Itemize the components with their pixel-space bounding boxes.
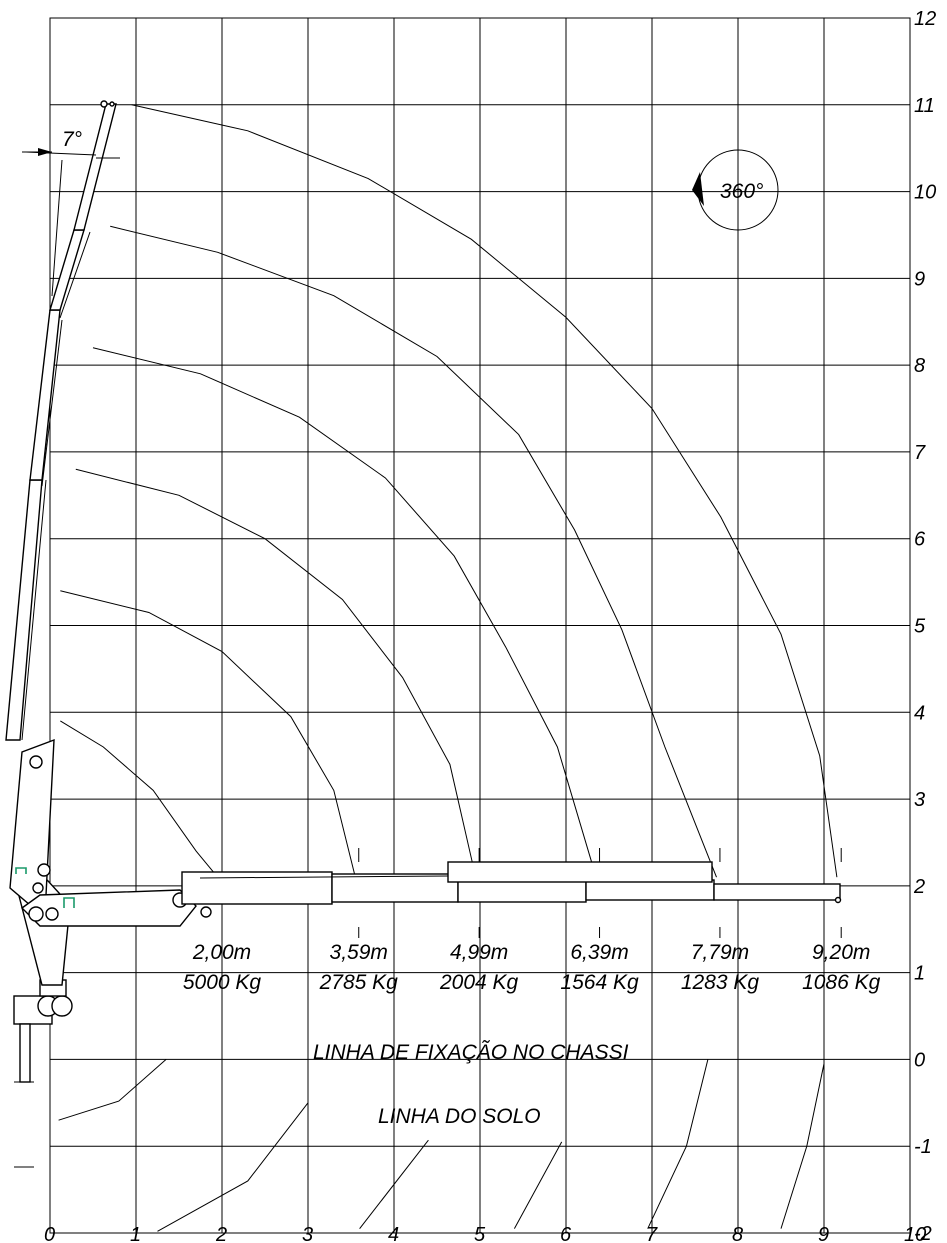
- reach-label: 4,99m: [450, 941, 508, 964]
- y-tick-label: 7: [914, 442, 926, 464]
- reach-label: 2,00m: [192, 941, 251, 964]
- y-tick-label: 2: [913, 876, 925, 898]
- reach-label: 6,39m: [570, 941, 628, 964]
- rotation-label: 360°: [720, 180, 763, 203]
- x-tick-label: 2: [215, 1224, 227, 1243]
- x-tick-label: 5: [474, 1224, 486, 1243]
- load-label: 1283 Kg: [681, 971, 760, 994]
- y-tick-label: 6: [914, 529, 926, 551]
- load-label: 2004 Kg: [439, 971, 519, 994]
- y-tick-label: -1: [914, 1136, 932, 1158]
- y-tick-label: 12: [914, 8, 936, 30]
- y-tick-label: 5: [914, 616, 926, 638]
- reach-label: 9,20m: [812, 941, 870, 964]
- x-tick-label: 7: [646, 1224, 658, 1243]
- x-tick-label: 0: [44, 1224, 55, 1243]
- load-label: 2785 Kg: [319, 971, 399, 994]
- y-tick-label: 3: [914, 789, 925, 811]
- reach-label: 7,79m: [691, 941, 749, 964]
- ground-curve: [648, 1059, 708, 1228]
- reach-curve: [132, 105, 837, 877]
- x-tick-label: 4: [388, 1224, 399, 1243]
- boom-angle-label: 7°: [62, 128, 82, 151]
- rotation-indicator: 360°: [692, 150, 778, 230]
- ground-curves: [59, 1059, 824, 1231]
- x-tick-label: 1: [130, 1224, 141, 1243]
- load-label: 5000 Kg: [183, 971, 262, 994]
- load-label: 1564 Kg: [560, 971, 639, 994]
- y-tick-label: 10: [914, 182, 936, 204]
- y-tick-label: 1: [914, 963, 925, 985]
- ground-line-label: LINHA DO SOLO: [378, 1105, 541, 1128]
- x-tick-label: 8: [732, 1224, 743, 1243]
- x-tick-label: 6: [560, 1224, 572, 1243]
- boom-angle-marker: 7°: [22, 128, 82, 156]
- reach-curve: [60, 591, 355, 877]
- reach-curve: [93, 348, 596, 877]
- reach-curves: [60, 105, 837, 877]
- reach-curve: [110, 226, 716, 877]
- ground-curve: [158, 1103, 309, 1231]
- x-tick-label: 3: [302, 1224, 313, 1243]
- y-tick-label: -2: [914, 1223, 932, 1243]
- ground-curve: [59, 1059, 167, 1120]
- y-tick-label: 9: [914, 268, 925, 290]
- x-tick-label: 9: [818, 1224, 829, 1243]
- y-tick-label: 0: [914, 1049, 925, 1071]
- y-tick-label: 8: [914, 355, 925, 377]
- crane-illustration: [6, 101, 841, 1167]
- y-tick-label: 4: [914, 702, 925, 724]
- ground-curve: [514, 1142, 561, 1229]
- reach-label: 3,59m: [330, 941, 388, 964]
- chassis-line-label: LINHA DE FIXAÇÃO NO CHASSI: [313, 1040, 629, 1064]
- y-tick-label: 11: [914, 95, 935, 117]
- load-label: 1086 Kg: [802, 971, 881, 994]
